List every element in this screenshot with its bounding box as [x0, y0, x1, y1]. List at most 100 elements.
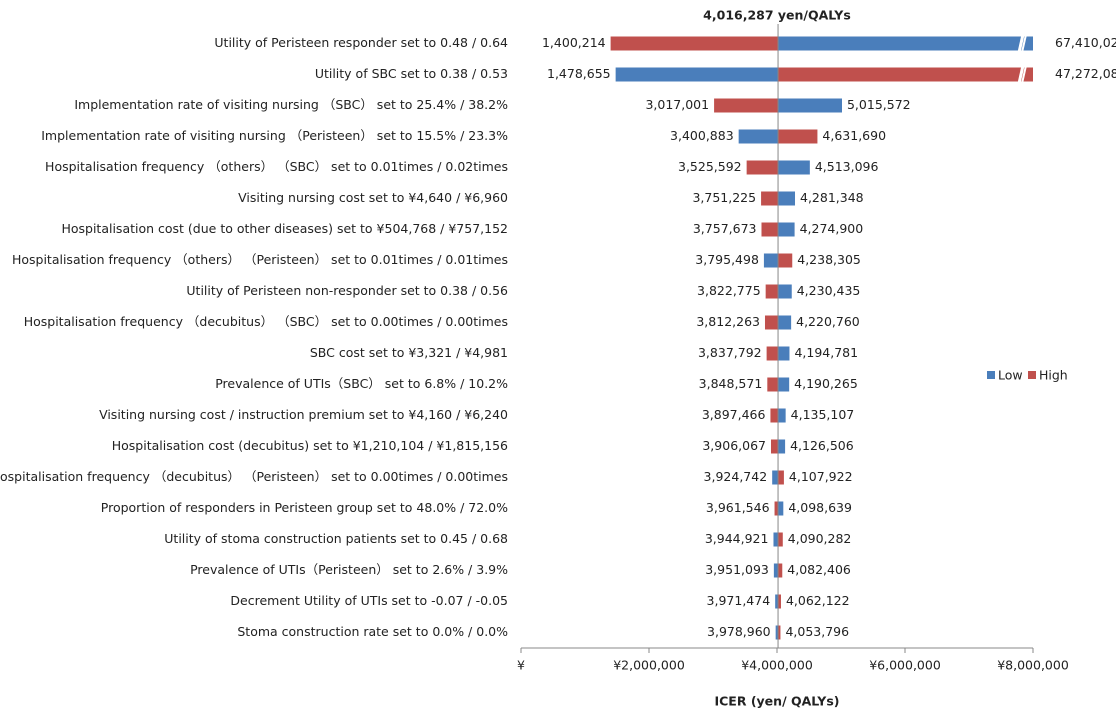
- bar: [761, 191, 779, 206]
- axis-break: [1017, 34, 1025, 53]
- chart-title: 4,016,287 yen/QALYs: [703, 8, 851, 23]
- value-label: 4,230,435: [797, 283, 861, 298]
- category-label: Proportion of responders in Peristeen gr…: [101, 500, 508, 515]
- bar: [778, 470, 784, 485]
- value-label: 3,924,742: [704, 469, 768, 484]
- category-label: Utility of stoma construction patients s…: [164, 531, 508, 546]
- bar: [778, 532, 783, 547]
- value-label: 3,951,093: [705, 562, 769, 577]
- x-tick-label: ¥4,000,000: [741, 658, 813, 673]
- value-label: 4,098,639: [788, 500, 852, 515]
- category-label: Utility of Peristeen responder set to 0.…: [214, 35, 508, 50]
- bar: [761, 222, 779, 237]
- category-label: Decrement Utility of UTIs set to -0.07 /…: [230, 593, 508, 608]
- category-label: SBC cost set to ¥3,321 / ¥4,981: [310, 345, 508, 360]
- bar: [778, 67, 1033, 82]
- value-label: 1,400,214: [542, 35, 606, 50]
- legend-swatch: [1028, 371, 1036, 379]
- value-label: 3,944,921: [705, 531, 769, 546]
- category-label: Implementation rate of visiting nursing …: [41, 128, 508, 143]
- bar: [773, 532, 779, 547]
- category-label: Hospitalisation frequency （decubitus） （S…: [24, 314, 508, 329]
- bar: [778, 501, 784, 516]
- bar: [778, 284, 792, 299]
- value-label: 4,631,690: [822, 128, 886, 143]
- bar: [778, 191, 796, 206]
- bar: [778, 346, 790, 361]
- bar: [764, 315, 779, 330]
- bar: [770, 439, 779, 454]
- value-label: 3,017,001: [645, 97, 709, 112]
- value-label: 3,757,673: [693, 221, 757, 236]
- category-label: Prevalence of UTIs（SBC） set to 6.8% / 10…: [215, 376, 508, 391]
- value-label: 3,822,775: [697, 283, 761, 298]
- bar: [765, 284, 779, 299]
- bar: [778, 408, 786, 423]
- value-label: 4,194,781: [794, 345, 858, 360]
- bar: [772, 470, 779, 485]
- bar: [778, 222, 795, 237]
- bar: [778, 36, 1033, 51]
- value-label: 3,978,960: [707, 624, 771, 639]
- bar: [775, 594, 779, 609]
- value-label: 4,220,760: [796, 314, 860, 329]
- value-label: 3,906,067: [702, 438, 766, 453]
- value-label: 4,513,096: [815, 159, 879, 174]
- bar: [774, 501, 779, 516]
- value-label: 4,281,348: [800, 190, 864, 205]
- axis-break: [1021, 65, 1027, 84]
- bar: [778, 98, 842, 113]
- value-label: 4,107,922: [789, 469, 853, 484]
- value-label: 3,848,571: [699, 376, 763, 391]
- legend-label: Low: [998, 368, 1023, 383]
- category-label: Hospitalisation cost (due to other disea…: [61, 221, 508, 236]
- bar: [778, 439, 786, 454]
- bar: [778, 594, 781, 609]
- value-label: 3,897,466: [702, 407, 766, 422]
- bar: [738, 129, 779, 144]
- value-label: 1,478,655: [547, 66, 611, 81]
- bar: [775, 625, 779, 640]
- legend-label: High: [1039, 368, 1068, 383]
- value-label: 3,751,225: [692, 190, 756, 205]
- category-label: Utility of SBC set to 0.38 / 0.53: [315, 66, 508, 81]
- x-tick-label: ¥2,000,000: [613, 658, 685, 673]
- value-label: 4,135,107: [791, 407, 855, 422]
- bar: [770, 408, 779, 423]
- value-label: 4,062,122: [786, 593, 850, 608]
- category-label: Utility of Peristeen non-responder set t…: [186, 283, 508, 298]
- bar: [778, 563, 783, 578]
- value-label: 3,525,592: [678, 159, 742, 174]
- axis-break: [1021, 34, 1027, 53]
- bar: [610, 36, 779, 51]
- value-label: 3,961,546: [706, 500, 770, 515]
- category-label: Prevalence of UTIs（Peristeen） set to 2.6…: [190, 562, 508, 577]
- value-label: 4,126,506: [790, 438, 854, 453]
- value-label: 5,015,572: [847, 97, 911, 112]
- bar: [763, 253, 779, 268]
- value-label: 4,274,900: [800, 221, 864, 236]
- value-label: 3,971,474: [707, 593, 771, 608]
- category-label: Hospitalisation cost (decubitus) set to …: [112, 438, 508, 453]
- category-label: Visiting nursing cost set to ¥4,640 / ¥6…: [238, 190, 508, 205]
- bar: [778, 253, 793, 268]
- value-label: 4,082,406: [787, 562, 851, 577]
- bar: [778, 315, 792, 330]
- bar: [766, 346, 779, 361]
- value-label: 47,272,087: [1055, 66, 1116, 81]
- x-tick-label: ¥: [517, 658, 525, 673]
- value-label: 4,238,305: [797, 252, 861, 267]
- bar: [778, 625, 781, 640]
- x-tick-label: ¥8,000,000: [997, 658, 1069, 673]
- category-label: Hospitalisation frequency （decubitus） （P…: [0, 469, 508, 484]
- legend-swatch: [987, 371, 995, 379]
- category-label: Visiting nursing cost / instruction prem…: [99, 407, 508, 422]
- category-label: Stoma construction rate set to 0.0% / 0.…: [237, 624, 508, 639]
- axis-break: [1017, 65, 1025, 84]
- value-label: 3,837,792: [698, 345, 762, 360]
- value-label: 3,795,498: [695, 252, 759, 267]
- bar: [773, 563, 779, 578]
- value-label: 4,053,796: [785, 624, 849, 639]
- value-label: 3,400,883: [670, 128, 734, 143]
